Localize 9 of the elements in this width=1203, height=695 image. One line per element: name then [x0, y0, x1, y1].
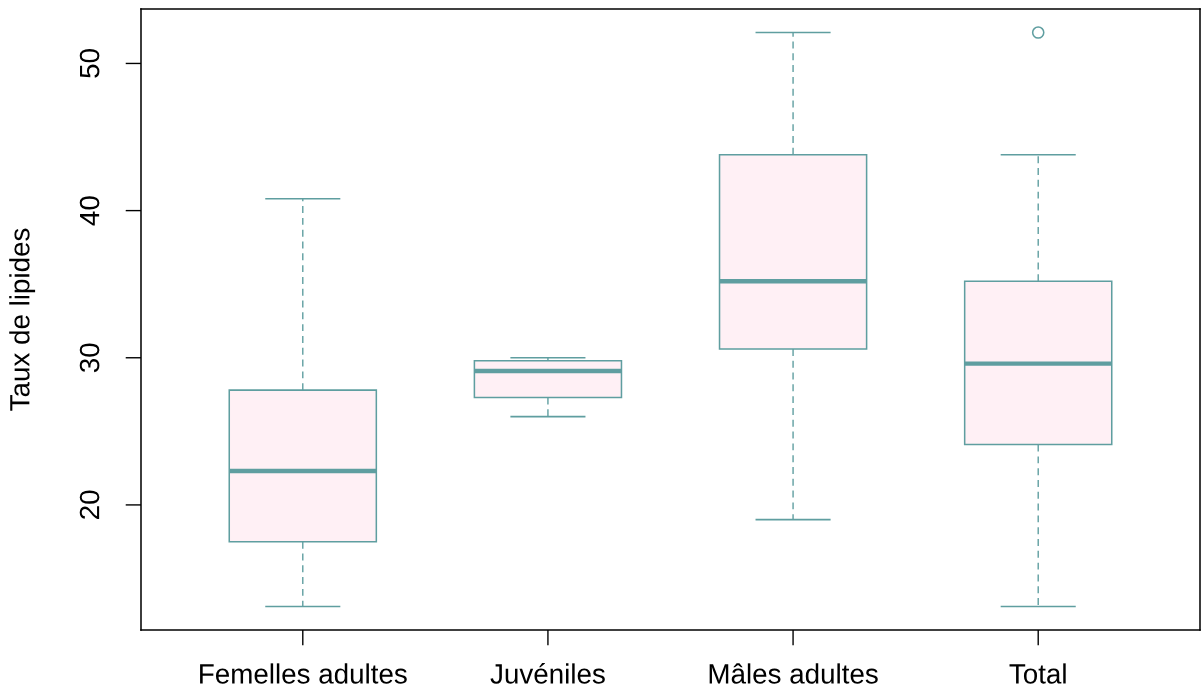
x-tick-label: Juvéniles — [490, 663, 605, 684]
y-tick-label: 50 — [79, 49, 100, 78]
y-tick-label: 40 — [79, 196, 100, 226]
x-tick-label: Mâles adultes — [709, 663, 878, 684]
y-tick-label: 30 — [79, 343, 100, 373]
x-tick-label: Total — [1009, 663, 1066, 684]
y-axis-title: Taux de lipides — [9, 228, 36, 411]
x-tick-label: Femelles adultes — [200, 663, 407, 684]
y-tick-label: 20 — [79, 490, 100, 519]
